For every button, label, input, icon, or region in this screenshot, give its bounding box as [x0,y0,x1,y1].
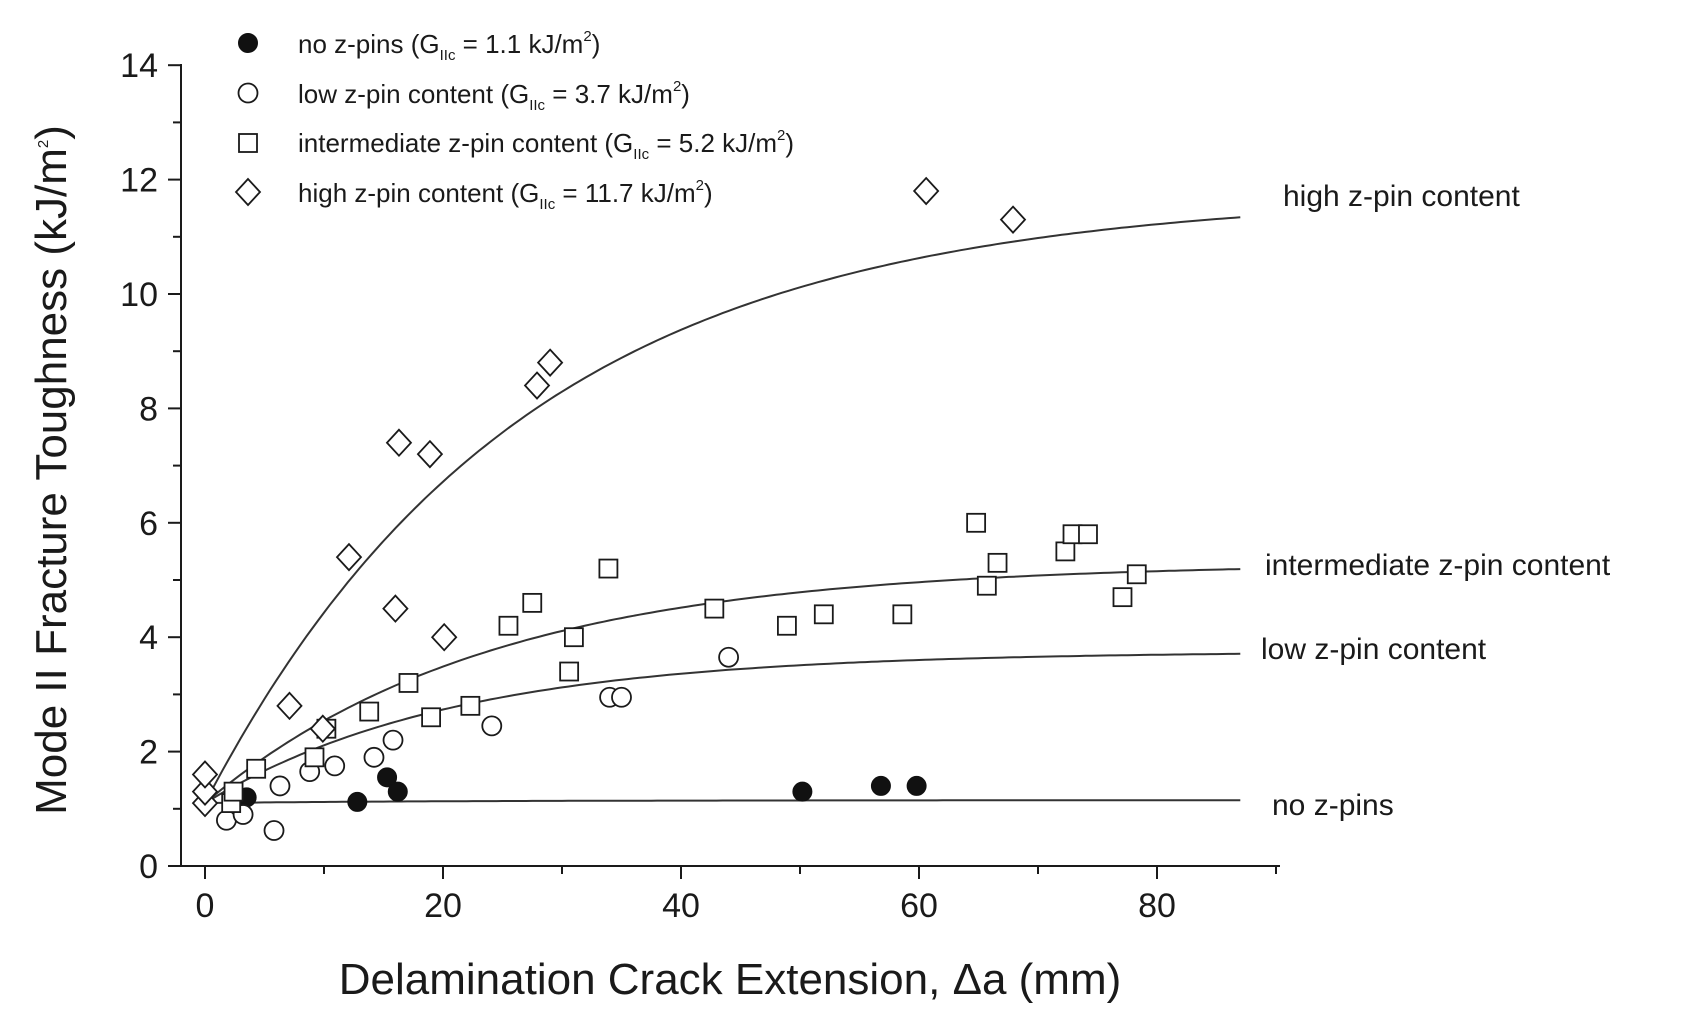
point-no-zpins [870,775,891,796]
y-axis-title-main: Mode II Fracture Toughness (kJ/m [27,148,76,815]
point-low [363,746,385,768]
point-intermediate [223,781,244,802]
x-tick-label: 60 [900,887,938,925]
point-no-zpins [387,781,408,802]
point-intermediate [1078,524,1098,545]
point-intermediate [1112,587,1133,608]
y-tick-label: 10 [120,276,158,314]
legend-label-low: low z-pin content (GIIc = 3.7 kJ/m2) [298,78,690,114]
point-intermediate [987,552,1008,573]
point-intermediate [522,592,543,613]
point-high [912,176,940,206]
point-intermediate [966,512,987,533]
y-axis-title: Mode II Fracture Toughness (kJ/m2) [27,125,76,815]
point-high [276,691,303,721]
point-intermediate [421,707,442,728]
point-high [191,777,219,806]
point-low [718,646,739,668]
point-high [385,428,413,458]
x-axis-title: Delamination Crack Extension, Δa (mm) [339,955,1122,1004]
point-no-zpins [792,781,813,802]
legend-label-no-zpins: no z-pins (GIIc = 1.1 kJ/m2) [298,28,600,64]
point-low [382,729,404,751]
point-intermediate [1126,564,1147,585]
point-intermediate [398,673,419,693]
point-intermediate [559,661,580,682]
point-low [269,775,291,797]
point-intermediate [304,747,325,768]
x-tick-label: 20 [424,887,462,925]
point-intermediate [777,615,797,636]
point-intermediate [460,695,481,716]
point-intermediate [564,627,584,648]
x-tick-label: 40 [662,887,700,925]
point-high [999,205,1027,234]
y-axis-title-sup: 2 [35,140,52,148]
point-intermediate [704,598,725,619]
curve-low [204,652,1241,804]
point-no-zpins [906,775,927,796]
point-intermediate [598,558,619,579]
curve-high [204,216,1241,804]
axis-ticks: 0 20 40 60 80 0 2 4 6 8 10 12 14 [120,47,1277,925]
curve-label-low: low z-pin content [1261,633,1487,666]
x-tick-label: 0 [196,887,215,925]
y-axis-title-end: ) [27,125,76,140]
point-intermediate [976,575,997,596]
point-intermediate [246,758,267,779]
y-tick-label: 2 [139,734,158,772]
point-no-zpins [377,767,398,788]
legend-label-intermediate: intermediate z-pin content (GIIc = 5.2 k… [298,127,794,163]
legend-marker-intermediate [238,133,258,153]
y-tick-label: 0 [139,848,158,886]
y-tick-label: 4 [139,619,158,657]
data-points [191,176,1147,841]
y-tick-label: 8 [139,390,158,428]
point-low [481,715,503,737]
point-low [324,755,346,777]
legend-marker-no-zpins [238,33,258,53]
y-tick-label: 14 [120,47,158,85]
point-intermediate [813,604,834,625]
point-intermediate [359,701,380,722]
point-high [309,714,337,744]
point-intermediate [498,615,519,636]
legend-label-high: high z-pin content (GIIc = 11.7 kJ/m2) [298,177,713,213]
point-intermediate [1055,541,1076,562]
point-high [382,594,409,623]
point-high [335,542,363,572]
x-tick-label: 80 [1138,887,1176,925]
point-no-zpins [347,791,368,812]
curve-label-high: high z-pin content [1283,180,1520,213]
y-tick-label: 6 [139,505,158,543]
point-intermediate [892,604,913,625]
point-high [523,371,551,400]
point-high [191,760,219,789]
point-high [430,622,458,652]
legend: no z-pins (GIIc = 1.1 kJ/m2) low z-pin c… [234,28,794,213]
legend-marker-low [237,82,259,104]
legend-marker-high [234,177,262,207]
point-low [611,686,632,708]
curve-no-zpins [204,799,1241,805]
curve-label-intermediate: intermediate z-pin content [1265,549,1611,582]
point-high [536,348,564,377]
point-low [263,820,285,841]
y-tick-label: 12 [120,162,158,200]
point-high [416,439,444,469]
curve-label-none: no z-pins [1272,789,1394,822]
